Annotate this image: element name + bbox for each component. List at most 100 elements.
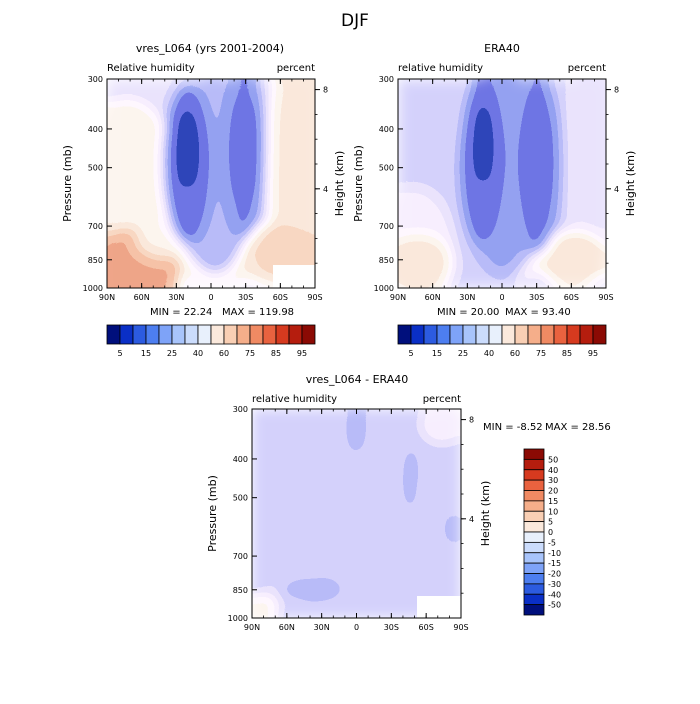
colorbar-label: 30 [548,476,558,485]
panel-era40-frame [397,78,607,289]
colorbar-swatch [249,324,264,345]
x-tick-label: 30N [168,293,184,302]
colorbar-swatch [523,510,545,523]
x-tick-label: 60N [425,293,441,302]
colorbar-swatch [523,552,545,564]
panel-diff-left-label: relative humidity [252,394,337,405]
x-tick-label: 90S [598,293,613,302]
x-tick-label: 90S [307,293,322,302]
colorbar-label: 75 [536,349,546,358]
colorbar-swatch [501,324,516,345]
y-axis-title: Pressure (mb) [206,475,219,552]
colorbar-swatch [523,573,545,585]
contour-field-diff [252,409,461,618]
colorbar-label: 0 [548,528,553,537]
colorbar-swatch [540,324,555,345]
x-tick-label: 30S [238,293,253,302]
page-title: DJF [341,11,369,31]
panel-model: vres_L064 (yrs 2001-2004) Relative humid… [61,42,346,358]
y-tick-label: 500 [233,494,248,503]
colorbar-swatch [514,324,529,345]
x-tick-label: 0 [208,293,213,302]
colorbar-label: 60 [219,349,229,358]
colorbar-label: -5 [548,538,556,547]
y-tick-label: 500 [88,164,103,173]
colorbar-swatch [262,324,277,345]
y-tick-label: 1000 [374,284,394,293]
colorbar-swatch [523,479,545,491]
colorbar-swatch [523,583,545,595]
panel-model-frame [106,78,316,289]
height-axis-title: Height (km) [624,151,637,217]
panel-diff-right-label: percent [423,394,461,405]
colorbar-swatch [462,324,477,345]
colorbar-swatch [132,324,147,345]
x-tick-label: 0 [499,293,504,302]
colorbar-swatch [523,458,545,471]
panel-era40-stats: MIN = 20.00 MAX = 93.40 [437,307,571,318]
panel-era40-left-label: relative humidity [398,63,483,74]
colorbar-label: -50 [548,601,561,610]
colorbar-swatch [223,324,238,345]
colorbar-label: 40 [484,349,494,358]
colorbar-swatch [523,521,545,533]
colorbar-label: 25 [167,349,177,358]
contour-field-model [107,79,315,288]
colorbar-swatch [523,448,545,460]
panel-model-title: vres_L064 (yrs 2001-2004) [136,42,284,55]
y-tick-label: 850 [379,256,394,265]
colorbar-label: -10 [548,549,561,558]
y-tick-label: 500 [379,164,394,173]
panel-model-colorbar: 5 15 25 40 60 75 85 95 [106,324,316,358]
colorbar-swatch [275,324,290,345]
colorbar-swatch [410,324,425,345]
missing-data-patch-diff [417,596,461,618]
colorbar-label: 5 [548,518,553,527]
colorbar-label: -40 [548,590,561,599]
colorbar-swatch [488,324,503,345]
y-tick-label: 400 [88,125,103,134]
colorbar-label: 95 [297,349,307,358]
panel-diff-stats: MIN = -8.52 MAX = 28.56 [483,422,611,433]
colorbar-swatch [566,324,581,345]
colorbar-swatch [145,324,160,345]
colorbar-swatch [397,324,412,345]
x-tick-label: 30S [529,293,544,302]
panel-model-right-label: percent [277,63,315,74]
x-tick-label: 30N [459,293,475,302]
colorbar-swatch [527,324,542,345]
y-tick-label: 700 [233,552,248,561]
colorbar-swatch [449,324,464,345]
x-tick-label: 60S [564,293,579,302]
panel-diff: vres_L064 - ERA40 relative humidity perc… [206,373,611,632]
panel-era40-right-label: percent [568,63,606,74]
contour-field-era40 [398,79,606,288]
colorbar-label: 10 [548,507,558,516]
height-axis-title: Height (km) [333,151,346,217]
colorbar-swatch [523,604,545,616]
x-tick-label: 30N [314,623,330,632]
height-tick-label: 8 [469,416,474,425]
colorbar-swatch [119,324,134,345]
colorbar-swatch [523,593,545,606]
panel-model-min: MIN = 22.24 [150,307,212,318]
panel-era40-title: ERA40 [484,42,520,55]
panel-era40-axes: 90N 60N 30N 0 30S 60S 90S 300 400 500 700 850 1000 Pr… [352,75,637,302]
colorbar-swatch [236,324,251,345]
colorbar-swatch [436,324,451,345]
colorbar-swatch [523,562,545,574]
colorbar-label: 25 [458,349,468,358]
y-axis-title: Pressure (mb) [61,145,74,222]
colorbar-swatch [523,469,545,481]
x-tick-label: 90N [390,293,406,302]
colorbar-label: 5 [408,349,413,358]
height-axis-title: Height (km) [479,481,492,547]
colorbar-swatch [523,531,545,543]
colorbar-swatch [423,324,438,345]
x-tick-label: 30S [384,623,399,632]
colorbar-swatch [106,324,121,345]
y-tick-label: 300 [233,405,248,414]
y-axis-title: Pressure (mb) [352,145,365,222]
